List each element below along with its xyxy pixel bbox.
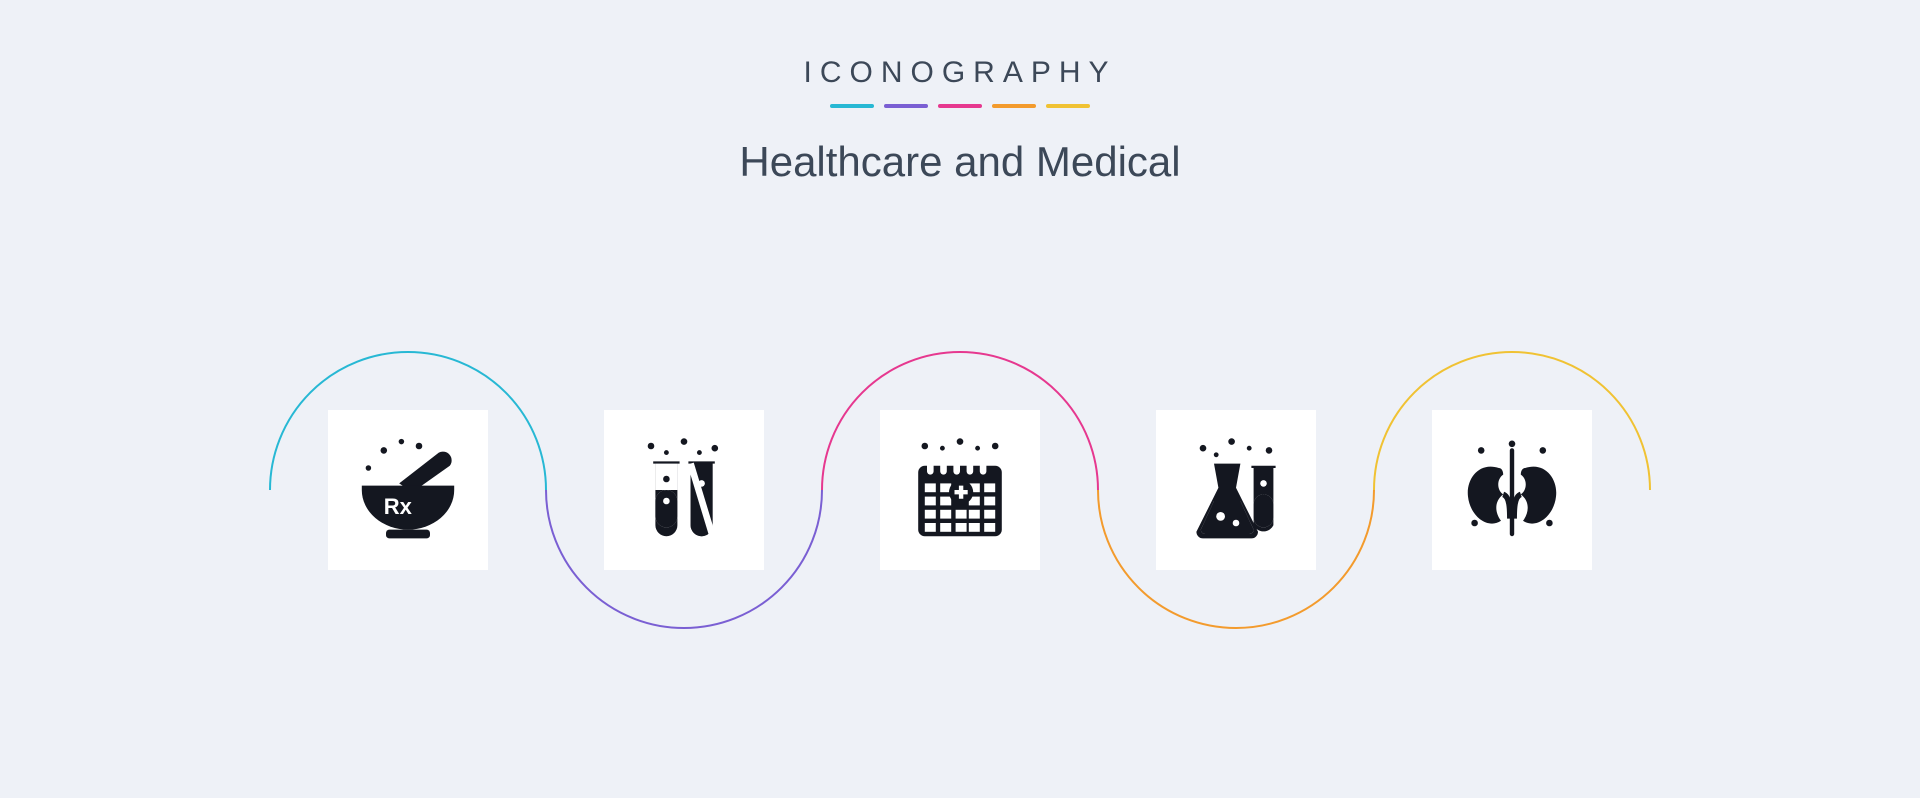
- icon-card-2: [880, 410, 1040, 570]
- test-tubes-icon: [629, 435, 739, 545]
- header: ICONOGRAPHY Healthcare and Medical: [0, 0, 1920, 186]
- page-subtitle: Healthcare and Medical: [0, 138, 1920, 186]
- medical-calendar-icon: [905, 435, 1015, 545]
- svg-text:Rx: Rx: [384, 494, 413, 519]
- underline-seg-3: [992, 104, 1036, 108]
- icon-card-3: [1156, 410, 1316, 570]
- underline-seg-4: [1046, 104, 1090, 108]
- lab-flask-icon: [1181, 435, 1291, 545]
- mortar-pestle-icon: Rx: [353, 435, 463, 545]
- kidneys-icon: [1457, 435, 1567, 545]
- icon-card-0: Rx: [328, 410, 488, 570]
- brand-title: ICONOGRAPHY: [0, 56, 1920, 90]
- icon-stage: Rx: [0, 280, 1920, 700]
- underline-seg-0: [830, 104, 874, 108]
- underline-seg-1: [884, 104, 928, 108]
- icon-card-4: [1432, 410, 1592, 570]
- icon-card-1: [604, 410, 764, 570]
- underline-seg-2: [938, 104, 982, 108]
- brand-underline: [0, 104, 1920, 108]
